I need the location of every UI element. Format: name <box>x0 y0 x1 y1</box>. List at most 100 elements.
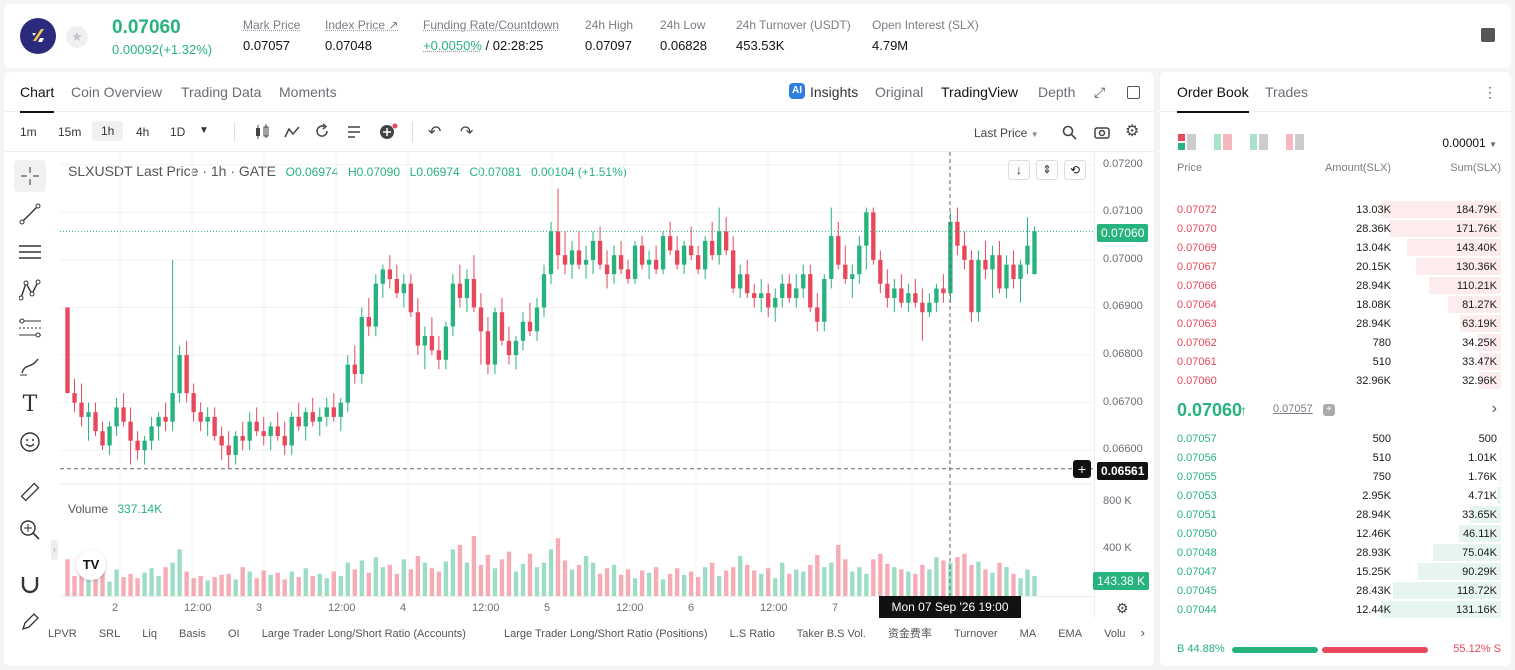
chevron-right-icon[interactable]: › <box>1491 400 1497 417</box>
more-icon[interactable]: ⋮ <box>1483 84 1497 100</box>
expand-icon[interactable]: ⤢ <box>1094 84 1106 100</box>
tab-moments[interactable]: Moments <box>279 84 337 100</box>
ask-row[interactable]: 0.07062 780 34.25K <box>1160 333 1511 352</box>
text-tool-icon[interactable]: T <box>22 391 38 417</box>
tab-original[interactable]: Original <box>875 84 924 100</box>
ask-row[interactable]: 0.07066 28.94K 110.21K <box>1160 276 1511 295</box>
magnet-icon[interactable] <box>14 568 46 600</box>
timeframe-1d[interactable]: 1D <box>170 125 186 139</box>
pencil-lock-icon[interactable] <box>14 606 46 638</box>
tab-trades[interactable]: Trades <box>1265 84 1309 100</box>
tab-order-book[interactable]: Order Book <box>1177 84 1249 113</box>
camera-icon[interactable] <box>1094 125 1110 140</box>
crosshair-plus-icon[interactable]: + <box>1073 459 1091 478</box>
timeframe-1h[interactable]: 1h <box>92 121 124 141</box>
tab-coin-overview[interactable]: Coin Overview <box>71 84 163 100</box>
view-asks-icon[interactable] <box>1286 134 1304 150</box>
view-both-icon[interactable] <box>1178 134 1196 150</box>
trend-line-icon[interactable] <box>14 198 46 230</box>
indicator-ema[interactable]: EMA <box>1058 628 1083 640</box>
view-bids-icon[interactable] <box>1250 134 1268 150</box>
tab-tradingview[interactable]: TradingView <box>941 84 1019 100</box>
gear-icon[interactable]: ⚙ <box>1125 123 1140 140</box>
settings-icon[interactable]: ⚙ <box>1116 600 1129 616</box>
stat-index-price[interactable]: Index Price ↗ 0.07048 <box>325 18 398 53</box>
price-mode-label: Last Price <box>974 126 1028 140</box>
chevron-down-icon[interactable]: ▼ <box>199 125 209 136</box>
candle-type-icon[interactable] <box>254 124 270 140</box>
tab-depth[interactable]: Depth <box>1038 84 1076 100</box>
indicator-large-trader-positions[interactable]: Large Trader Long/Short Ratio (Positions… <box>503 628 708 640</box>
candlestick-chart[interactable] <box>60 152 1094 618</box>
timeframe-4h[interactable]: 4h <box>136 125 150 139</box>
indicator-turnover[interactable]: Turnover <box>953 628 998 640</box>
timeframe-15m[interactable]: 15m <box>58 125 82 139</box>
emoji-icon[interactable] <box>14 426 46 458</box>
add-indicator-icon[interactable] <box>379 123 399 141</box>
precision-select[interactable]: 0.00001 ▼ <box>1442 136 1497 150</box>
price-mode-select[interactable]: Last Price ▼ <box>974 126 1039 140</box>
tab-trading-data[interactable]: Trading Data <box>181 84 262 100</box>
collapse-sidebar-icon[interactable]: ‹ <box>51 540 58 560</box>
indicator-large-trader-accounts[interactable]: Large Trader Long/Short Ratio (Accounts) <box>261 628 466 640</box>
bid-row[interactable]: 0.07053 2.95K 4.71K <box>1160 486 1511 505</box>
ruler-icon[interactable] <box>14 476 46 508</box>
ask-row[interactable]: 0.07064 18.08K 81.27K <box>1160 295 1511 314</box>
indicator-ls-ratio[interactable]: L.S Ratio <box>729 628 775 640</box>
favorite-star-icon[interactable]: ★ <box>66 26 88 48</box>
tab-chart[interactable]: Chart <box>20 84 55 113</box>
window-icon[interactable] <box>1127 86 1140 99</box>
arrow-down-icon[interactable]: ↓ <box>1008 160 1030 180</box>
bid-row[interactable]: 0.07044 12.44K 131.16K <box>1160 600 1511 619</box>
zoom-in-icon[interactable] <box>14 514 46 546</box>
ask-row[interactable]: 0.07067 20.15K 130.36K <box>1160 257 1511 276</box>
indicator-lpvr[interactable]: LPVR <box>48 628 77 640</box>
bid-row[interactable]: 0.07045 28.43K 118.72K <box>1160 581 1511 600</box>
horizontal-lines-icon[interactable] <box>14 236 46 268</box>
bid-row[interactable]: 0.07048 28.93K 75.04K <box>1160 543 1511 562</box>
tradingview-logo-icon[interactable]: TV <box>76 550 106 580</box>
indicator-funding-rate[interactable]: 资金费率 <box>887 628 932 640</box>
indicator-srl[interactable]: SRL <box>98 628 121 640</box>
bid-row[interactable]: 0.07050 12.46K 46.11K <box>1160 524 1511 543</box>
bid-row[interactable]: 0.07056 510 1.01K <box>1160 448 1511 467</box>
ask-row[interactable]: 0.07072 13.03K 184.79K <box>1160 200 1511 219</box>
ask-row[interactable]: 0.07069 13.04K 143.40K <box>1160 238 1511 257</box>
auto-scale-icon[interactable]: ⟲ <box>1064 160 1086 180</box>
bid-row[interactable]: 0.07051 28.94K 33.65K <box>1160 505 1511 524</box>
template-icon[interactable] <box>346 124 362 140</box>
fibonacci-icon[interactable] <box>14 312 46 344</box>
search-icon[interactable] <box>1062 125 1077 140</box>
ask-row[interactable]: 0.07060 32.96K 32.96K <box>1160 371 1511 390</box>
indicator-volume[interactable]: Volu <box>1104 628 1126 640</box>
tab-insights[interactable]: Insights <box>810 84 859 100</box>
ask-row[interactable]: 0.07063 28.94K 63.19K <box>1160 314 1511 333</box>
bid-row[interactable]: 0.07055 750 1.76K <box>1160 467 1511 486</box>
indicator-taker-bs-vol[interactable]: Taker B.S Vol. <box>796 628 866 640</box>
stat-label[interactable]: Index Price ↗ <box>325 18 399 32</box>
view-split-icon[interactable] <box>1214 134 1232 150</box>
collapse-icon[interactable]: ⇕ <box>1036 160 1058 180</box>
price-axis[interactable]: 0.07200 0.07100 0.07000 0.06900 0.06800 0.067… <box>1073 152 1154 618</box>
brush-icon[interactable] <box>14 350 46 382</box>
chevron-right-icon[interactable]: › <box>1140 625 1145 640</box>
redo-icon[interactable]: ↷ <box>460 124 474 141</box>
ask-row[interactable]: 0.07061 510 33.47K <box>1160 352 1511 371</box>
indicator-basis[interactable]: Basis <box>179 628 206 640</box>
mid-price: 0.07060 <box>1177 400 1243 420</box>
indicator-oi[interactable]: OI <box>228 628 240 640</box>
bid-row[interactable]: 0.07057 500 500 <box>1160 429 1511 448</box>
ask-row[interactable]: 0.07070 28.36K 171.76K <box>1160 219 1511 238</box>
volume-bar <box>562 560 568 596</box>
indicator-ma[interactable]: MA <box>1019 628 1037 640</box>
crosshair-icon[interactable] <box>14 160 46 192</box>
undo-icon[interactable]: ↶ <box>428 124 442 141</box>
indicators-icon[interactable] <box>284 124 300 140</box>
book-icon[interactable] <box>1481 28 1495 42</box>
bid-row[interactable]: 0.07047 15.25K 90.29K <box>1160 562 1511 581</box>
timeframe-1m[interactable]: 1m <box>20 125 37 139</box>
pattern-icon[interactable] <box>14 274 46 306</box>
ai-insights-icon[interactable]: AI <box>789 83 805 99</box>
indicator-liq[interactable]: Liq <box>142 628 157 640</box>
refresh-icon[interactable] <box>314 123 330 139</box>
